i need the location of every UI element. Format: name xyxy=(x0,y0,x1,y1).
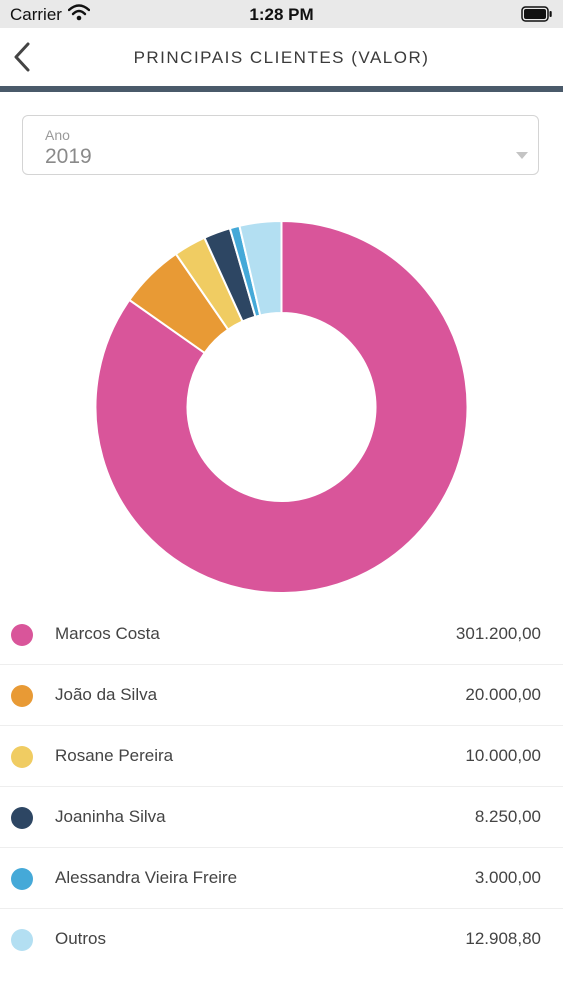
legend-row[interactable]: Alessandra Vieira Freire 3.000,00 xyxy=(0,848,563,909)
status-time: 1:28 PM xyxy=(249,5,314,24)
header-divider xyxy=(0,86,563,92)
legend-client-value: 12.908,80 xyxy=(465,929,541,948)
legend-color-dot xyxy=(11,624,33,646)
carrier-label: Carrier xyxy=(10,5,62,24)
legend-row[interactable]: Outros 12.908,80 xyxy=(0,909,563,969)
donut-slice[interactable] xyxy=(94,219,469,594)
legend-list: Marcos Costa 301.200,00 João da Silva 20.00… xyxy=(0,604,563,969)
legend-color-dot xyxy=(11,868,33,890)
legend-client-name: Marcos Costa xyxy=(55,624,160,643)
year-select-label: Ano xyxy=(45,127,70,143)
legend-row[interactable]: João da Silva 20.000,00 xyxy=(0,665,563,726)
legend-row[interactable]: Rosane Pereira 10.000,00 xyxy=(0,726,563,787)
legend-color-dot xyxy=(11,746,33,768)
legend-client-name: Alessandra Vieira Freire xyxy=(55,868,238,887)
year-select[interactable]: Ano 2019 xyxy=(22,115,539,175)
donut-slice[interactable] xyxy=(238,219,283,317)
legend-row[interactable]: Joaninha Silva 8.250,00 xyxy=(0,787,563,848)
navigation-header: PRINCIPAIS CLIENTES (VALOR) xyxy=(0,28,563,86)
chevron-left-icon xyxy=(14,42,30,72)
legend-color-dot xyxy=(11,807,33,829)
legend-client-name: Outros xyxy=(55,929,107,948)
legend-client-value: 3.000,00 xyxy=(474,868,541,887)
battery-icon xyxy=(521,6,552,22)
caret-down-icon xyxy=(516,152,528,159)
donut-chart xyxy=(94,219,469,594)
year-select-value: 2019 xyxy=(45,145,92,168)
legend-client-value: 10.000,00 xyxy=(465,746,541,765)
legend-color-dot xyxy=(11,929,33,951)
legend-client-name: Joaninha Silva xyxy=(55,807,166,826)
legend-client-value: 8.250,00 xyxy=(474,807,541,826)
legend-client-value: 301.200,00 xyxy=(455,624,541,643)
legend-color-dot xyxy=(11,685,33,707)
status-bar: Carrier 1:28 PM xyxy=(0,0,563,28)
back-button[interactable] xyxy=(8,40,38,74)
legend-client-name: João da Silva xyxy=(55,685,158,704)
page-title: PRINCIPAIS CLIENTES (VALOR) xyxy=(133,48,430,67)
legend-client-value: 20.000,00 xyxy=(465,685,541,704)
legend-row[interactable]: Marcos Costa 301.200,00 xyxy=(0,604,563,665)
wifi-icon xyxy=(68,4,90,21)
legend-client-name: Rosane Pereira xyxy=(55,746,174,765)
